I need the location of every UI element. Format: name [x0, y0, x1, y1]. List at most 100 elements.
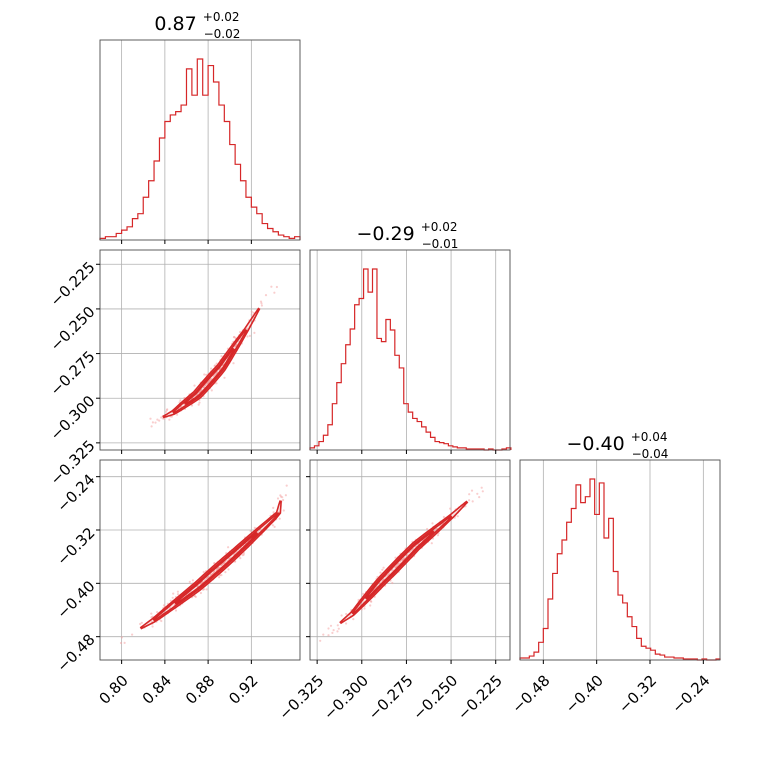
titles-layer: 0.87 +0.02 −0.02 −0.29 +0.02 −0.01 −0.40…: [154, 10, 669, 461]
scatter-p1-p2-point: [337, 627, 340, 630]
scatter-p0-p2-point: [282, 498, 285, 502]
scatter-p1-p2-point: [481, 490, 484, 493]
scatter-p0-p1-point: [210, 389, 213, 392]
scatter-p1-p2-point: [456, 515, 459, 518]
scatter-p0-p1-points: [149, 285, 278, 428]
scatter-p1-p2-point: [336, 630, 339, 633]
scatter-p0-p1-point: [213, 364, 216, 367]
xtick-label-p1: −0.250: [409, 672, 461, 724]
scatter-p1-p2-point: [394, 556, 397, 559]
scatter-p0-p2-point: [239, 557, 242, 560]
scatter-p0-p1-point: [232, 362, 235, 365]
scatter-p0-p1-point: [260, 304, 263, 307]
xtick-label-p1: −0.325: [275, 672, 327, 724]
xtick-label-p0: 0.92: [225, 672, 261, 708]
scatter-p0-p1-point: [193, 384, 196, 387]
scatter-p0-p1-point: [250, 310, 253, 313]
xtick-label-p1: −0.275: [365, 672, 417, 724]
scatter-p0-p2-point: [194, 595, 197, 599]
scatter-p0-p2-point: [284, 494, 287, 497]
hist-p0-steps: [99, 58, 301, 240]
scatter-p0-p2-point: [123, 641, 126, 645]
xtick-label-p2: −0.40: [562, 672, 607, 717]
hist-p2-frame: [519, 459, 721, 661]
scatter-p0-p2-point: [222, 561, 226, 565]
scatter-p0-p2-point: [279, 494, 282, 497]
title-p1-minus: −0.01: [422, 237, 459, 251]
scatter-p1-p2-point: [370, 600, 373, 603]
scatter-p0-p2-panel: [96, 459, 301, 664]
scatter-p0-p1-contour: [183, 347, 236, 406]
scatter-p0-p2-point: [119, 641, 123, 645]
scatter-p0-p2-point: [271, 524, 274, 527]
title-p2-main: −0.40: [566, 433, 624, 455]
scatter-p0-p2-contour: [152, 512, 281, 622]
scatter-p0-p1-point: [179, 399, 182, 402]
scatter-p0-p1-point: [215, 362, 218, 365]
scatter-p1-p2-point: [470, 489, 474, 492]
scatter-p0-p1-point: [156, 418, 159, 421]
scatter-p0-p1-point: [154, 421, 157, 424]
scatter-p0-p2-point: [156, 611, 159, 614]
scatter-p0-p1-point: [202, 386, 205, 389]
scatter-p0-p1-point: [246, 335, 249, 338]
scatter-p0-p1-point: [248, 334, 251, 337]
scatter-p0-p2-point: [209, 573, 212, 576]
scatter-p1-p2-point: [476, 492, 479, 495]
scatter-p0-p2-contour: [139, 500, 282, 630]
title-p2-minus: −0.04: [632, 447, 669, 461]
title-p0-plus: +0.02: [203, 10, 240, 24]
scatter-p1-p2-point: [382, 566, 385, 569]
scatter-p0-p1-point: [197, 403, 200, 406]
scatter-p0-p1-point: [149, 417, 152, 420]
hist-p2-panel: [519, 459, 721, 664]
scatter-p0-p2-point: [285, 484, 288, 487]
title-p0-main: 0.87: [154, 13, 196, 35]
scatter-p0-p2-point: [272, 506, 275, 509]
hist-p2-steps: [519, 478, 721, 661]
scatter-p1-p2-point: [345, 612, 348, 616]
xtick-label-p1: −0.225: [454, 672, 506, 724]
scatter-p1-p2-point: [436, 534, 440, 537]
scatter-p0-p1-point: [245, 327, 248, 331]
scatter-p0-p1-point: [270, 285, 273, 288]
scatter-p1-p2-point: [340, 614, 343, 617]
scatter-p0-p2-point: [151, 625, 154, 628]
xtick-label-p2: −0.48: [508, 672, 553, 717]
scatter-p0-p1-frame: [99, 249, 301, 451]
scatter-p1-p2-frame: [309, 459, 511, 661]
scatter-p0-p1-point: [168, 418, 171, 421]
scatter-p1-p2-point: [431, 522, 434, 525]
scatter-p1-p2-point: [327, 634, 330, 637]
scatter-p0-p1-point: [273, 291, 276, 294]
scatter-p0-p1-point: [164, 410, 168, 413]
scatter-p0-p2-point: [202, 570, 205, 574]
panels-layer: [96, 39, 721, 664]
scatter-p0-p1-point: [259, 300, 263, 303]
scatter-p0-p2-point: [249, 529, 252, 533]
scatter-p0-p2-point: [281, 496, 284, 499]
scatter-p0-p1-point: [203, 373, 206, 376]
ytick-label-p2: −0.48: [53, 630, 98, 675]
hist-p0-panel: [99, 39, 301, 244]
scatter-p0-p2-point: [272, 511, 275, 514]
scatter-p1-p2-point: [379, 571, 382, 574]
scatter-p0-p1-point: [198, 401, 201, 404]
tick-labels-layer: 0.80 0.84 0.88 0.92 −0.325−0.300−0.275−0.250…: [47, 258, 714, 723]
scatter-p0-p2-frame: [99, 459, 301, 661]
scatter-p1-p2-point: [471, 500, 474, 503]
scatter-p1-p2-point: [468, 493, 471, 496]
scatter-p0-p2-point: [273, 525, 276, 529]
scatter-p0-p1-contour: [172, 328, 248, 415]
scatter-p1-p2-point: [369, 604, 372, 607]
scatter-p1-p2-point: [362, 592, 365, 596]
scatter-p1-p2-point: [336, 624, 339, 627]
scatter-p1-p2-point: [480, 486, 483, 489]
scatter-p0-p2-point: [227, 568, 230, 571]
scatter-p0-p1-point: [150, 425, 153, 428]
scatter-p0-p2-point: [213, 562, 216, 565]
ytick-label-p1: −0.275: [47, 347, 99, 399]
ytick-label-p2: −0.32: [53, 524, 98, 569]
scatter-p0-p2-point: [205, 588, 208, 591]
